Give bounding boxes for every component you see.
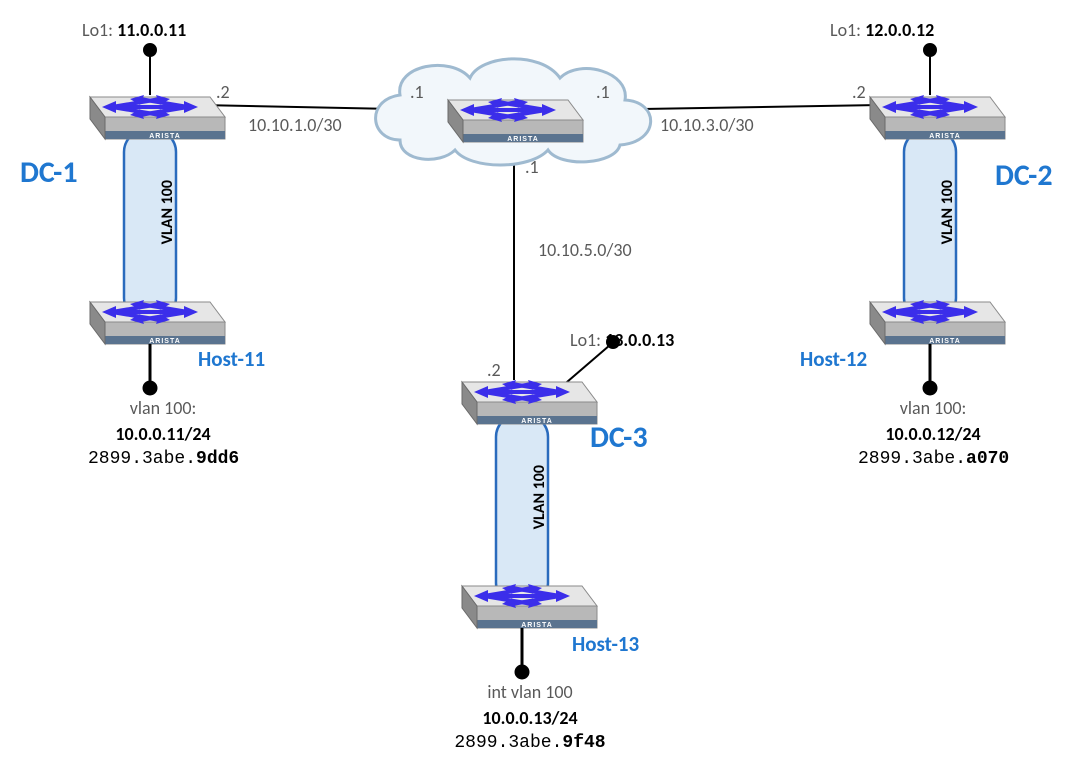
switch-dc2 xyxy=(870,95,1005,140)
switch-host13 xyxy=(462,584,597,629)
switch-dc3 xyxy=(462,380,597,425)
if-dc1: .2 xyxy=(216,82,230,104)
switch-host11 xyxy=(90,300,225,345)
subnet-dc1-core: 10.10.1.0/30 xyxy=(248,115,342,137)
vlan100-dc1: VLAN 100 xyxy=(158,180,177,244)
dc2-title: DC-2 xyxy=(995,158,1053,194)
host13-title: Host-13 xyxy=(572,632,639,657)
if-dc3-up: .2 xyxy=(487,360,501,382)
switch-core xyxy=(448,98,583,143)
host11-title: Host-11 xyxy=(198,347,265,372)
dc3-title: DC-3 xyxy=(590,420,648,456)
if-dc2: .2 xyxy=(852,82,866,104)
subnet-dc3-core: 10.10.5.0/30 xyxy=(538,240,632,262)
vlan100-dc2: VLAN 100 xyxy=(938,180,957,244)
host11-info: vlan 100: 10.0.0.11/24 2899.3abe.9dd6 xyxy=(88,398,238,471)
switch-host12 xyxy=(870,300,1005,345)
host12-info: vlan 100: 10.0.0.12/24 2899.3abe.a070 xyxy=(858,398,1008,471)
subnet-dc2-core: 10.10.3.0/30 xyxy=(660,115,754,137)
host12-title: Host-12 xyxy=(800,347,867,372)
lo1-dc1: Lo1: 11.0.0.11 xyxy=(82,20,186,42)
lo1-dc2: Lo1: 12.0.0.12 xyxy=(830,20,934,42)
if-core-right: .1 xyxy=(596,82,610,104)
switch-dc1 xyxy=(90,95,225,140)
if-core-down: .1 xyxy=(525,157,539,179)
dc1-title: DC-1 xyxy=(20,155,78,191)
lo1-dc3: Lo1: 13.0.0.13 xyxy=(570,330,674,352)
vlan100-dc3: VLAN 100 xyxy=(530,465,549,529)
if-core-left: .1 xyxy=(410,82,424,104)
host13-info: int vlan 100 10.0.0.13/24 2899.3abe.9f48 xyxy=(450,682,610,755)
